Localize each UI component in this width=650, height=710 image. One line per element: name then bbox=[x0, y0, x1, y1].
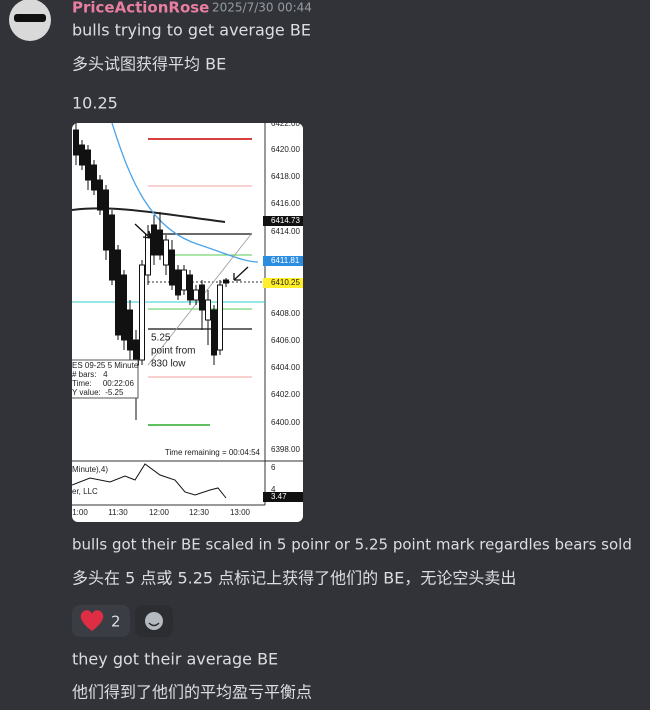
candle-body bbox=[163, 239, 169, 266]
price-tag bbox=[263, 278, 303, 288]
indicator-value: 3.47 bbox=[271, 492, 287, 501]
time-label: 12:30 bbox=[189, 508, 210, 517]
candle-body bbox=[187, 274, 193, 301]
price-label: 6402.00 bbox=[271, 390, 300, 399]
arrow bbox=[134, 223, 151, 239]
price-label: 6420.00 bbox=[271, 145, 300, 154]
candle-body bbox=[151, 224, 157, 256]
moving-average bbox=[72, 207, 226, 223]
info-line: ES 09-25 5 Minute bbox=[72, 361, 139, 370]
message-line: bulls trying to get average BE bbox=[72, 21, 311, 40]
message-line: bulls got their BE scaled in 5 poinr or … bbox=[72, 536, 632, 554]
indicator-label: Minute),4) bbox=[72, 465, 108, 474]
indicator-tick: 4 bbox=[271, 485, 276, 494]
candle-body bbox=[73, 129, 79, 156]
price-label: 6400.00 bbox=[271, 418, 300, 427]
info-box bbox=[72, 359, 139, 399]
author[interactable]: PriceActionRose bbox=[72, 0, 209, 17]
price-tag-label: 6410.25 bbox=[271, 278, 300, 287]
moving-average bbox=[111, 123, 259, 263]
candle-body bbox=[211, 309, 217, 356]
indicator-tick: 6 bbox=[271, 463, 276, 472]
info-line: # bars: 4 bbox=[72, 370, 108, 379]
add-reaction-icon bbox=[145, 612, 163, 630]
price-label: 6408.00 bbox=[271, 309, 300, 318]
price-label: 6422.00 bbox=[271, 119, 300, 128]
candle-body bbox=[109, 214, 115, 281]
candle-body bbox=[91, 164, 97, 191]
price-tag-label: 6411.81 bbox=[271, 256, 300, 265]
time-label: 1:00 bbox=[72, 508, 88, 517]
candle-body bbox=[103, 189, 109, 251]
candle-body bbox=[115, 249, 121, 336]
message-line: 多头在 5 点或 5.25 点标记上获得了他们的 BE，无论空头卖出 bbox=[72, 569, 516, 588]
reaction-count: 2 bbox=[111, 613, 121, 631]
price-label: 6404.00 bbox=[271, 363, 300, 372]
candle-body bbox=[217, 284, 223, 351]
price-label: 6418.00 bbox=[271, 172, 300, 181]
annotation: point from bbox=[151, 346, 195, 357]
indicator-tag bbox=[263, 492, 303, 502]
time-label: 13:00 bbox=[230, 508, 251, 517]
candle-body bbox=[145, 234, 151, 276]
image-bg bbox=[72, 123, 303, 522]
avatar-glasses bbox=[14, 14, 46, 22]
price-label: 6414.00 bbox=[271, 227, 300, 236]
candle-body bbox=[127, 309, 133, 351]
price-label: 6416.00 bbox=[271, 199, 300, 208]
indicator-line bbox=[72, 463, 227, 499]
price-tag bbox=[263, 256, 303, 266]
heart-emoji bbox=[80, 610, 104, 631]
time-remaining: Time remaining = 00:04:54 bbox=[165, 448, 261, 457]
time-label: 12:00 bbox=[149, 508, 170, 517]
info-line: Y value: -5.25 bbox=[72, 388, 124, 397]
candles bbox=[73, 123, 229, 420]
message-line: 10.25 bbox=[72, 94, 118, 113]
candle-body bbox=[223, 279, 229, 284]
timestamp: 2025/7/30 00:44 bbox=[212, 1, 312, 15]
candle-body bbox=[205, 299, 211, 321]
price-tag bbox=[263, 216, 303, 226]
message-line: they got their average BE bbox=[72, 650, 278, 669]
candle-body bbox=[85, 149, 91, 181]
candle-body bbox=[157, 229, 163, 256]
candle-body bbox=[97, 179, 103, 211]
indicator-label: er, LLC bbox=[72, 487, 98, 496]
candle-body bbox=[175, 269, 181, 296]
price-label: 6406.00 bbox=[271, 336, 300, 345]
arrow bbox=[233, 266, 249, 281]
message-line: 多头试图获得平均 BE bbox=[72, 55, 226, 74]
annotation: 830 low bbox=[151, 359, 186, 370]
candle-body bbox=[79, 144, 85, 166]
candle-body bbox=[169, 249, 175, 286]
candle-body bbox=[199, 284, 205, 311]
annotation: 5.25 bbox=[151, 333, 171, 344]
message-line: 他们得到了他们的平均盈亏平衡点 bbox=[72, 683, 312, 702]
candle-body bbox=[181, 269, 187, 291]
candle-body bbox=[139, 264, 145, 361]
candle-body bbox=[193, 289, 199, 301]
attachment[interactable]: 6422.00 6420.00 6418.00 6416.00 6414.00 … bbox=[68, 119, 303, 522]
info-line: Time: 00:22:06 bbox=[72, 379, 135, 388]
time-label: 11:30 bbox=[108, 508, 128, 517]
price-label: 6398.00 bbox=[271, 445, 300, 454]
candle-body bbox=[121, 274, 127, 341]
price-tag-label: 6414.73 bbox=[271, 216, 300, 225]
add-reaction-icon bbox=[148, 622, 160, 627]
